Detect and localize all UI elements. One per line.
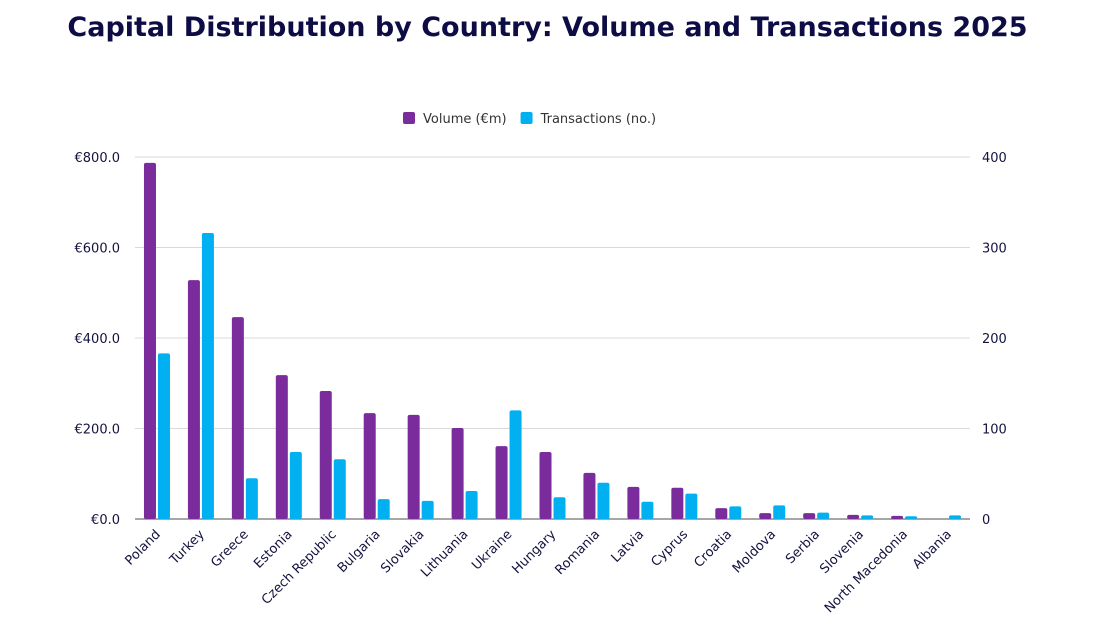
x-tick-label: Croatia bbox=[691, 527, 735, 571]
x-tick-label: Serbia bbox=[783, 527, 823, 567]
x-tick-label: Greece bbox=[208, 527, 251, 570]
bar-volume bbox=[407, 414, 420, 519]
legend-label: Volume (€m) bbox=[423, 112, 507, 127]
x-tick-label: Czech Republic bbox=[259, 527, 340, 608]
bar-transactions bbox=[201, 233, 214, 519]
chart-title: Capital Distribution by Country: Volume … bbox=[67, 12, 1028, 43]
bar-transactions bbox=[729, 506, 742, 519]
x-tick-label: North Macedonia bbox=[822, 527, 911, 616]
bar-transactions bbox=[597, 482, 610, 519]
x-tick-label: Lithuania bbox=[418, 527, 471, 580]
bar-transactions bbox=[157, 353, 170, 519]
y-left-tick-label: €200.0 bbox=[75, 423, 121, 438]
y-left-tick-label: €600.0 bbox=[75, 242, 121, 257]
bar-volume bbox=[187, 280, 200, 519]
y-right-tick-label: 100 bbox=[982, 423, 1007, 438]
y-right-tick-label: 0 bbox=[982, 513, 990, 528]
x-tick-label: Cyprus bbox=[648, 527, 691, 570]
x-tick-label: Turkey bbox=[167, 527, 208, 568]
bar-transactions bbox=[905, 516, 918, 519]
y-left-tick-label: €400.0 bbox=[75, 332, 121, 347]
bar-volume bbox=[847, 514, 860, 519]
x-tick-label: Latvia bbox=[609, 527, 648, 566]
bar-transactions bbox=[421, 500, 434, 519]
x-tick-label: Albania bbox=[910, 527, 955, 572]
y-left-tick-label: €0.0 bbox=[91, 513, 120, 528]
legend-label: Transactions (no.) bbox=[540, 112, 657, 127]
y-right-tick-label: 300 bbox=[982, 242, 1007, 257]
bar-volume bbox=[803, 513, 816, 519]
legend-swatch bbox=[403, 112, 415, 124]
bar-volume bbox=[583, 472, 596, 519]
bar-transactions bbox=[245, 478, 258, 519]
x-tick-label: Bulgaria bbox=[335, 527, 384, 576]
x-tick-label: Hungary bbox=[509, 527, 559, 577]
bar-transactions bbox=[861, 515, 874, 519]
bar-volume bbox=[231, 317, 244, 519]
bar-volume bbox=[627, 486, 640, 519]
bar-volume bbox=[715, 508, 728, 519]
bar-volume bbox=[891, 515, 904, 519]
bar-transactions bbox=[465, 490, 478, 519]
x-tick-label: Romania bbox=[552, 527, 603, 578]
y-right-tick-label: 200 bbox=[982, 332, 1007, 347]
x-tick-label: Estonia bbox=[251, 527, 295, 571]
bar-transactions bbox=[685, 493, 698, 519]
bar-volume bbox=[671, 487, 684, 519]
bar-volume bbox=[319, 390, 332, 519]
x-tick-label: Poland bbox=[123, 527, 164, 568]
bar-transactions bbox=[333, 459, 346, 519]
y-right-tick-label: 400 bbox=[982, 151, 1007, 166]
bar-transactions bbox=[817, 512, 830, 519]
y-left-tick-label: €800.0 bbox=[75, 151, 121, 166]
bar-transactions bbox=[949, 515, 962, 519]
bar-volume bbox=[143, 162, 156, 519]
bar-volume bbox=[495, 446, 508, 519]
x-tick-label: Moldova bbox=[730, 527, 779, 576]
bar-volume bbox=[539, 452, 552, 519]
bar-transactions bbox=[377, 499, 390, 519]
bar-transactions bbox=[289, 452, 302, 519]
bar-transactions bbox=[509, 410, 522, 519]
legend-swatch bbox=[520, 112, 533, 124]
bar-transactions bbox=[773, 505, 786, 519]
bar-transactions bbox=[641, 501, 654, 519]
bar-transactions bbox=[553, 497, 566, 519]
bar-volume bbox=[451, 428, 464, 519]
bar-volume bbox=[759, 513, 772, 519]
bar-volume bbox=[275, 375, 288, 519]
bar-volume bbox=[363, 413, 376, 519]
